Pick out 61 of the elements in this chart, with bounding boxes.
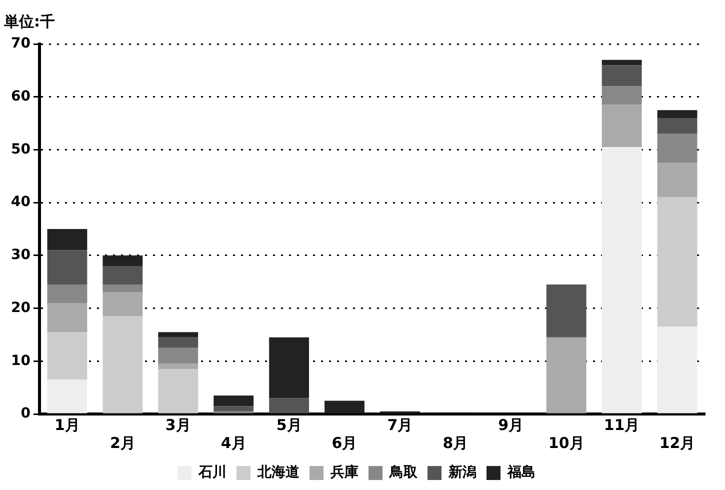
legend-label: 福島 bbox=[506, 464, 536, 481]
bar bbox=[546, 337, 586, 414]
y-tick-label: 10 bbox=[11, 352, 31, 369]
legend-label: 兵庫 bbox=[330, 464, 358, 481]
y-tick-label: 20 bbox=[11, 300, 31, 316]
bar bbox=[158, 337, 198, 348]
bar bbox=[47, 229, 88, 250]
y-tick-label: 30 bbox=[11, 247, 31, 264]
x-tick-label: 6月 bbox=[332, 434, 358, 452]
x-tick-label: 8月 bbox=[442, 434, 468, 452]
bar bbox=[602, 147, 642, 414]
bar bbox=[546, 284, 586, 338]
y-tick-label: 40 bbox=[11, 194, 31, 210]
legend-label: 北海道 bbox=[256, 464, 300, 481]
y-tick-label: 60 bbox=[11, 88, 31, 104]
bar bbox=[47, 250, 88, 284]
x-tick-label: 11月 bbox=[604, 416, 640, 434]
bar bbox=[158, 369, 198, 414]
bar bbox=[102, 292, 143, 316]
bar bbox=[47, 380, 88, 414]
x-tick-label: 5月 bbox=[276, 416, 302, 434]
x-tick-label: 9月 bbox=[498, 416, 524, 434]
y-axis-title: 単位:千 bbox=[3, 12, 55, 30]
bar bbox=[602, 60, 642, 66]
y-tick-label: 50 bbox=[11, 141, 31, 158]
bar bbox=[214, 406, 254, 412]
bar bbox=[657, 134, 698, 163]
bar bbox=[269, 337, 310, 398]
bar bbox=[158, 332, 198, 338]
y-tick-label: 70 bbox=[11, 36, 31, 52]
bar bbox=[158, 364, 198, 370]
bar bbox=[657, 118, 698, 134]
bar bbox=[47, 332, 88, 380]
bar bbox=[657, 162, 698, 198]
bar bbox=[602, 86, 642, 105]
bar bbox=[269, 398, 310, 414]
legend-label: 石川 bbox=[198, 464, 226, 481]
bar bbox=[102, 316, 143, 414]
bar bbox=[657, 197, 698, 327]
legend-label: 新潟 bbox=[448, 464, 476, 481]
bar bbox=[102, 266, 143, 284]
bar bbox=[657, 110, 698, 118]
bar bbox=[102, 284, 143, 292]
bar bbox=[602, 65, 642, 86]
bar bbox=[657, 326, 698, 414]
bar bbox=[324, 400, 364, 414]
x-tick-label: 1月 bbox=[54, 416, 80, 434]
legend-label: 鳥取 bbox=[388, 464, 418, 481]
bar bbox=[47, 284, 88, 303]
x-tick-label: 7月 bbox=[387, 416, 413, 434]
x-tick-label: 12月 bbox=[659, 434, 696, 452]
bar bbox=[214, 396, 254, 406]
bar bbox=[602, 104, 642, 148]
y-tick-label: 0 bbox=[20, 406, 31, 422]
bar bbox=[158, 348, 198, 364]
x-tick-label: 2月 bbox=[110, 434, 136, 452]
x-tick-label: 3月 bbox=[165, 416, 191, 434]
x-tick-label: 10月 bbox=[548, 434, 584, 452]
x-tick-label: 4月 bbox=[220, 434, 246, 452]
bar bbox=[47, 303, 88, 332]
bar bbox=[102, 255, 143, 266]
